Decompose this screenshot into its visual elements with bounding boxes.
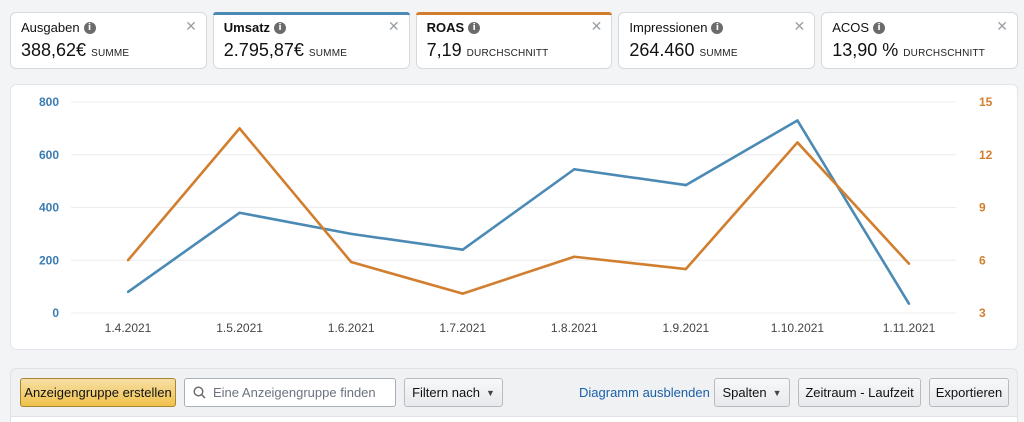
metric-accent-bar: [415, 12, 613, 15]
data-point: [573, 255, 576, 258]
info-icon[interactable]: i: [873, 21, 886, 34]
x-tick-label: 1.10.2021: [771, 321, 825, 335]
metric-value: 7,19: [426, 40, 462, 60]
create-ad-group-button[interactable]: Anzeigengruppe erstellen: [20, 378, 176, 407]
date-range-button[interactable]: Zeitraum - Laufzeit: [798, 378, 921, 407]
y-left-tick-label: 0: [52, 306, 59, 320]
metric-aggregation: SUMME: [91, 48, 130, 59]
metric-aggregation: DURCHSCHNITT: [903, 48, 986, 59]
data-point: [238, 211, 241, 214]
data-point: [573, 168, 576, 171]
x-tick-label: 1.7.2021: [439, 321, 486, 335]
data-point: [684, 183, 688, 187]
y-left-tick-label: 600: [39, 148, 59, 162]
hide-chart-link[interactable]: Diagramm ausblenden: [579, 385, 710, 400]
close-icon[interactable]: ✕: [793, 19, 806, 35]
x-tick-label: 1.4.2021: [105, 321, 152, 335]
columns-button[interactable]: Spalten ▼: [714, 378, 790, 407]
ad-group-search[interactable]: [184, 378, 396, 407]
series-line-2: [127, 127, 910, 295]
metric-cards: Ausgaben i ✕ 388,62€ SUMME Umsatz i ✕ 2.795…: [10, 12, 1018, 69]
y-left-tick-label: 800: [39, 95, 59, 109]
metric-label: ROAS: [426, 20, 465, 35]
export-button[interactable]: Exportieren: [929, 378, 1009, 407]
data-point: [796, 119, 799, 122]
x-tick-label: 1.8.2021: [551, 321, 598, 335]
close-icon[interactable]: ✕: [185, 19, 197, 35]
chevron-down-icon: ▼: [486, 387, 495, 398]
metric-aggregation: SUMME: [308, 48, 348, 59]
metric-card-impressionen[interactable]: Impressionen i ✕ 264.460 SUMME: [618, 12, 816, 69]
y-right-tick-label: 15: [979, 95, 993, 109]
ad-group-toolbar: Anzeigengruppe erstellen Filtern nach▼ D…: [10, 368, 1018, 422]
info-icon[interactable]: i: [711, 21, 724, 34]
data-point: [238, 127, 241, 130]
info-icon[interactable]: i: [274, 21, 287, 34]
x-tick-label: 1.6.2021: [328, 321, 375, 335]
data-point: [126, 259, 130, 262]
data-point: [349, 260, 353, 264]
data-point: [349, 232, 353, 236]
metric-label: Impressionen: [629, 20, 708, 35]
y-left-tick-label: 200: [39, 253, 59, 267]
metric-label: ACOS: [832, 20, 870, 35]
y-right-tick-label: 9: [979, 201, 986, 215]
data-point: [907, 302, 911, 305]
close-icon[interactable]: ✕: [996, 19, 1008, 35]
line-chart: 0 200 400 600 800 3 6 9 12 15 1.4.2021 1.5.2021 1.6.…: [39, 95, 993, 335]
search-input[interactable]: [213, 385, 383, 400]
info-icon[interactable]: i: [83, 21, 96, 34]
data-point: [907, 262, 911, 265]
metric-aggregation: SUMME: [699, 48, 738, 59]
data-point: [796, 141, 799, 144]
chevron-down-icon: ▼: [772, 387, 782, 398]
search-icon: [193, 386, 206, 399]
metric-value: 264.460: [629, 40, 695, 60]
data-point: [461, 248, 464, 251]
y-right-tick-label: 6: [979, 253, 986, 267]
y-right-tick-label: 12: [979, 148, 993, 162]
close-icon[interactable]: ✕: [590, 19, 603, 35]
info-icon[interactable]: i: [468, 21, 481, 34]
metric-card-roas[interactable]: ROAS i ✕ 7,19 DURCHSCHNITT: [415, 12, 613, 69]
data-point: [461, 292, 464, 295]
x-tick-label: 1.9.2021: [662, 321, 709, 335]
y-right-tick-label: 3: [979, 306, 986, 320]
metric-value: 2.795,87€: [223, 40, 304, 60]
y-left-tick-label: 400: [39, 201, 59, 215]
filter-button[interactable]: Filtern nach ▼: [404, 378, 503, 407]
metric-aggregation: DURCHSCHNITT: [466, 48, 549, 59]
metric-value: 13,90 %: [832, 40, 899, 60]
close-icon[interactable]: ✕: [387, 19, 400, 35]
performance-chart: 0 200 400 600 800 3 6 9 12 15 1.4.2021 1.5.2021 1.6.…: [10, 84, 1018, 350]
metric-label: Ausgaben: [21, 20, 80, 35]
metric-accent-bar: [212, 12, 410, 15]
x-tick-label: 1.11.2021: [883, 321, 936, 335]
metric-card-acos[interactable]: ACOS i ✕ 13,90 % DURCHSCHNITT: [821, 12, 1018, 69]
data-point: [684, 267, 688, 271]
series-line-1: [127, 119, 911, 305]
data-point: [126, 290, 130, 294]
x-tick-label: 1.5.2021: [216, 321, 263, 335]
metric-card-umsatz[interactable]: Umsatz i ✕ 2.795,87€ SUMME: [212, 12, 410, 69]
metric-label: Umsatz: [223, 20, 271, 35]
metric-card-ausgaben[interactable]: Ausgaben i ✕ 388,62€ SUMME: [10, 12, 207, 69]
metric-value: 388,62€: [21, 40, 87, 60]
table-header: [11, 416, 1017, 422]
